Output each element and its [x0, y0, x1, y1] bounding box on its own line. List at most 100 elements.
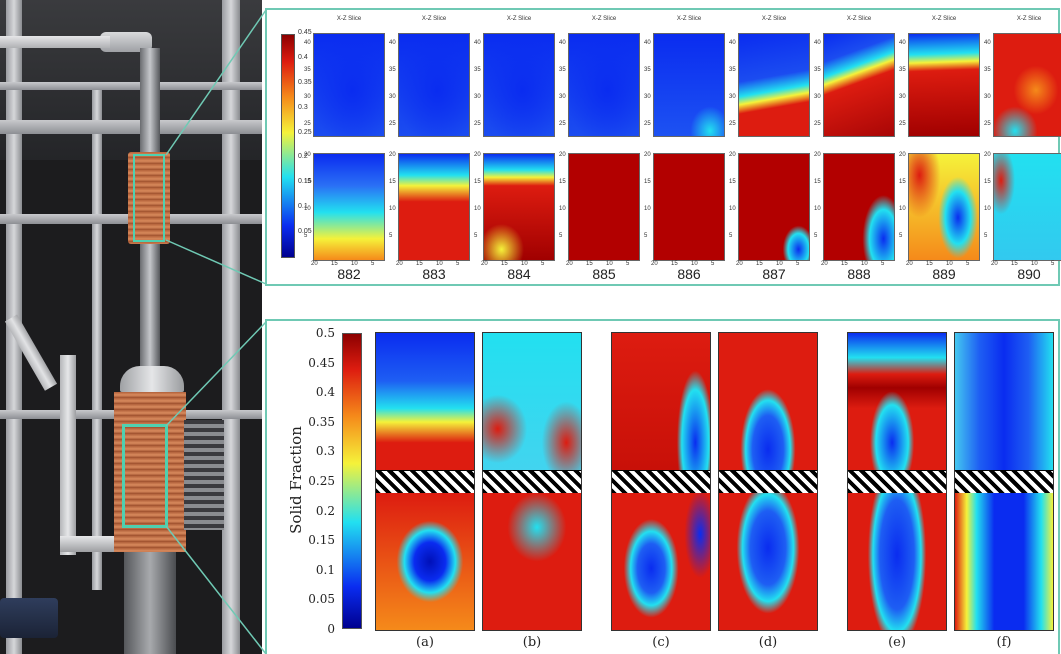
slice-y-tick: 30 — [899, 94, 906, 100]
colorbar-tick: 0.2 — [298, 153, 308, 161]
slice-y-tick: 5 — [389, 233, 393, 239]
solid-fraction-map — [718, 332, 818, 631]
slice-x-tick: 15 — [756, 261, 763, 267]
connector-bottom-lower — [165, 525, 267, 654]
panel-label: (f) — [996, 635, 1012, 650]
map-upper-section — [376, 333, 474, 470]
slice-y-tick: 15 — [304, 179, 311, 185]
sensor-gap-hatch — [376, 470, 474, 495]
colorbar-tick: 0.1 — [298, 203, 308, 211]
slice-map-lower — [993, 153, 1061, 261]
slice-map-upper — [568, 33, 640, 137]
slice-title: X-Z Slice — [336, 16, 362, 22]
slice-y-tick: 15 — [899, 179, 906, 185]
slice-y-tick: 25 — [474, 121, 481, 127]
slice-y-tick: 35 — [644, 67, 651, 73]
solid-fraction-tick: 0.5 — [315, 326, 335, 340]
panel-label: (e) — [888, 635, 906, 650]
slice-map-upper — [313, 33, 385, 137]
slice-x-tick: 5 — [371, 261, 375, 267]
slice-x-tick: 20 — [991, 261, 998, 267]
frame-number: 887 — [762, 266, 786, 282]
slice-y-tick: 25 — [644, 121, 651, 127]
slice-y-tick: 20 — [304, 152, 311, 158]
slice-y-tick: 25 — [729, 121, 736, 127]
slice-x-tick: 10 — [606, 261, 613, 267]
slice-title: X-Z Slice — [591, 16, 617, 22]
map-upper-section — [848, 333, 946, 470]
bottom-colorbar — [342, 333, 362, 629]
frame-number: 886 — [677, 266, 701, 282]
slice-x-tick: 15 — [926, 261, 933, 267]
slice-y-tick: 30 — [304, 94, 311, 100]
frame-number: 884 — [507, 266, 531, 282]
solid-fraction-tick: 0.35 — [308, 414, 335, 429]
slice-x-tick: 15 — [1011, 261, 1018, 267]
slice-x-tick: 5 — [541, 261, 545, 267]
slice-frame: X-Z Slice 40 35 30 25 20 15 10 5 20 15 10 5 889 — [894, 10, 980, 282]
pipe-horizontal — [0, 36, 110, 48]
slice-map-upper — [398, 33, 470, 137]
solid-fraction-tick: 0.15 — [308, 533, 335, 548]
slice-y-tick: 35 — [899, 67, 906, 73]
solid-fraction-map — [375, 332, 475, 631]
slice-y-tick: 20 — [729, 152, 736, 158]
slice-y-tick: 40 — [474, 40, 481, 46]
slice-y-tick: 30 — [474, 94, 481, 100]
slice-y-tick: 40 — [984, 40, 991, 46]
slice-y-tick: 40 — [899, 40, 906, 46]
slice-frame: X-Z Slice 40 35 30 25 20 15 10 5 20 15 10 5 887 — [724, 10, 810, 282]
slice-y-tick: 40 — [814, 40, 821, 46]
slice-map-lower — [908, 153, 980, 261]
slice-y-tick: 20 — [389, 152, 396, 158]
slice-x-tick: 10 — [436, 261, 443, 267]
slice-frame: X-Z Slice 40 35 30 25 20 15 10 5 20 15 10 5 884 — [469, 10, 555, 282]
map-upper-section — [612, 333, 710, 470]
slice-y-tick: 35 — [729, 67, 736, 73]
slice-y-tick: 5 — [474, 233, 478, 239]
map-lower-section — [719, 493, 817, 630]
pipe-left-vertical — [60, 355, 76, 555]
colorbar-tick: 0.4 — [298, 53, 308, 61]
slice-y-tick: 10 — [474, 206, 481, 212]
slice-y-tick: 5 — [899, 233, 903, 239]
slice-y-tick: 15 — [984, 179, 991, 185]
colorbar-tick: 0.25 — [298, 128, 312, 136]
lower-roi-box — [122, 424, 168, 528]
slice-y-tick: 5 — [644, 233, 648, 239]
slice-y-tick: 25 — [304, 121, 311, 127]
slice-y-tick: 5 — [814, 233, 818, 239]
frame-number: 890 — [1017, 266, 1041, 282]
slice-title: X-Z Slice — [846, 16, 872, 22]
sensor-gap-hatch — [612, 470, 710, 495]
slice-y-tick: 10 — [389, 206, 396, 212]
slice-frame: X-Z Slice 40 35 30 25 20 15 10 5 20 15 10 5 883 — [384, 10, 470, 282]
slice-x-tick: 10 — [946, 261, 953, 267]
slice-x-tick: 20 — [821, 261, 828, 267]
slice-map-lower — [568, 153, 640, 261]
slice-map-upper — [653, 33, 725, 137]
solid-fraction-tick: 0.3 — [315, 444, 335, 459]
slice-x-tick: 10 — [861, 261, 868, 267]
slice-x-tick: 10 — [521, 261, 528, 267]
sensor-gap-hatch — [719, 470, 817, 495]
slice-x-tick: 10 — [691, 261, 698, 267]
sensor-gap-hatch — [955, 470, 1053, 495]
slice-y-tick: 40 — [559, 40, 566, 46]
slice-x-tick: 20 — [736, 261, 743, 267]
slice-y-tick: 10 — [559, 206, 566, 212]
solid-fraction-map — [611, 332, 711, 631]
colorbar-tick: 0.35 — [298, 78, 312, 86]
y-axis-label: Solid Fraction — [287, 426, 305, 534]
slice-y-tick: 10 — [814, 206, 821, 212]
slice-x-tick: 5 — [881, 261, 885, 267]
slice-map-lower — [398, 153, 470, 261]
slice-y-tick: 30 — [559, 94, 566, 100]
slice-y-tick: 15 — [814, 179, 821, 185]
slice-x-tick: 15 — [841, 261, 848, 267]
slice-y-tick: 20 — [814, 152, 821, 158]
slice-y-tick: 35 — [474, 67, 481, 73]
slice-y-tick: 30 — [984, 94, 991, 100]
solid-fraction-tick: 0.2 — [315, 503, 335, 518]
frame-number: 889 — [932, 266, 956, 282]
